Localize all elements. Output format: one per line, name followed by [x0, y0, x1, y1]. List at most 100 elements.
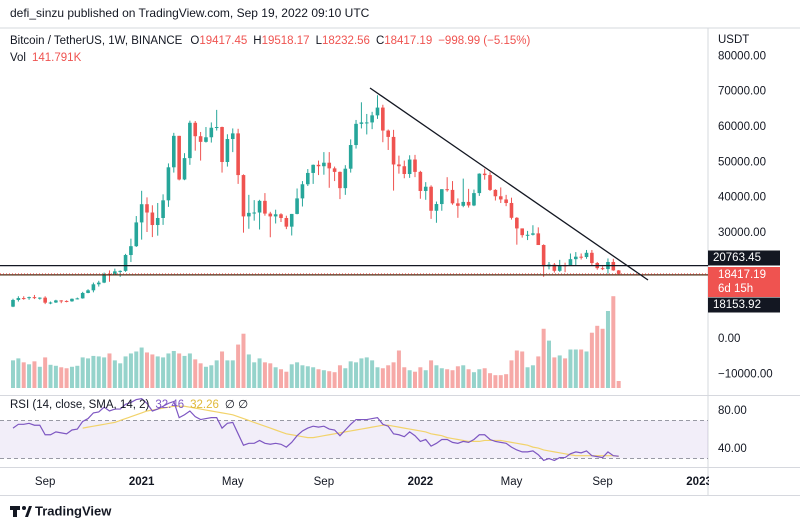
- rsi-name: RSI (14, close, SMA, 14, 2): [10, 399, 150, 411]
- candle-body: [139, 204, 144, 223]
- candle-body: [322, 162, 326, 167]
- candle-body: [327, 162, 332, 169]
- volume-bar: [246, 354, 251, 388]
- candle-body: [236, 133, 240, 176]
- volume-bar: [118, 363, 123, 388]
- candle-body: [332, 168, 337, 172]
- volume-bar: [391, 362, 396, 388]
- volume-bar: [514, 350, 519, 388]
- candle-body: [241, 175, 246, 217]
- volume-bar: [445, 369, 450, 388]
- candle-body: [38, 297, 42, 299]
- candle-body: [488, 175, 492, 190]
- candle-body: [16, 298, 21, 300]
- volume-bar: [611, 296, 616, 388]
- volume-bar: [413, 371, 417, 388]
- candle-body: [418, 171, 423, 191]
- volume-bar: [220, 351, 225, 388]
- volume-bar: [552, 357, 557, 388]
- volume-bar: [616, 381, 621, 388]
- candle-body: [279, 214, 283, 218]
- candle-body: [536, 233, 541, 246]
- rsi-band: [0, 420, 708, 459]
- candle-body: [263, 200, 267, 214]
- candle-body: [59, 300, 64, 302]
- candle-body: [557, 265, 562, 271]
- volume-bar: [407, 370, 412, 388]
- footer-brand: TradingView: [35, 503, 112, 518]
- volume-bar: [605, 311, 610, 388]
- volume-bar: [547, 340, 551, 388]
- candle-body: [515, 217, 519, 229]
- candle-body: [21, 298, 26, 300]
- candle-body: [182, 158, 187, 180]
- volume-bar: [91, 355, 96, 388]
- y-tick-label: 0.00: [718, 333, 740, 345]
- volume-bar: [466, 369, 471, 388]
- candle-body: [161, 200, 165, 218]
- volume-bar: [187, 353, 192, 388]
- volume-bar: [305, 366, 310, 388]
- volume-bar: [396, 350, 401, 388]
- rsi-value: 32.46: [155, 399, 184, 411]
- volume-bar: [27, 364, 32, 388]
- volume-bar: [214, 360, 219, 388]
- volume-bar: [241, 333, 246, 388]
- volume-bar: [488, 373, 493, 388]
- volume-bar: [236, 344, 241, 388]
- candle-body: [423, 186, 428, 191]
- volume-bar: [332, 372, 337, 388]
- volume-bar: [139, 347, 144, 388]
- volume-bar: [289, 364, 294, 388]
- y-tick-label: 50000.00: [718, 156, 766, 168]
- volume-bar: [498, 375, 503, 388]
- candle-body: [123, 255, 128, 271]
- x-tick-label: 2021: [129, 476, 155, 488]
- candle-body: [91, 284, 96, 291]
- volume-bar: [161, 357, 166, 388]
- volume-bar: [123, 356, 128, 388]
- candle-body: [214, 127, 219, 129]
- volume-bar: [327, 371, 332, 388]
- candle-body: [579, 256, 583, 258]
- volume-bar: [145, 352, 149, 388]
- candle-body: [445, 189, 449, 191]
- candle-body: [386, 130, 390, 137]
- volume-bar: [423, 370, 428, 388]
- candle-body: [80, 292, 85, 299]
- volume-bar: [482, 368, 487, 388]
- volume-bar: [589, 332, 594, 388]
- candle-body: [11, 299, 15, 307]
- volume-bar: [520, 351, 525, 388]
- candle-body: [381, 107, 385, 131]
- x-tick-label: May: [501, 476, 523, 488]
- volume-bar: [579, 349, 584, 388]
- candle-body: [295, 198, 299, 214]
- change: −998.99 (−5.15%): [438, 35, 530, 47]
- volume-bar: [155, 356, 160, 388]
- level-badge-bg: [708, 297, 780, 313]
- candle-body: [27, 297, 31, 299]
- candle-body: [509, 202, 514, 218]
- candle-body: [391, 136, 396, 165]
- x-tick-label: 2023: [686, 476, 712, 488]
- axis-corner: [709, 468, 800, 495]
- candle-body: [456, 203, 460, 206]
- volume-bar: [300, 365, 305, 388]
- candle-body: [70, 298, 74, 302]
- volume-bar: [171, 350, 176, 388]
- candle-body: [32, 297, 37, 299]
- volume-bar: [530, 365, 535, 388]
- last-price-badge-bg: [708, 267, 780, 297]
- volume-bar: [203, 366, 208, 388]
- candle-body: [590, 252, 594, 264]
- candle-body: [354, 123, 358, 146]
- x-tick-label: May: [222, 476, 244, 488]
- candle-body: [54, 300, 58, 303]
- volume-bar: [284, 371, 289, 388]
- candle-body: [413, 159, 417, 172]
- candle-body: [204, 137, 208, 142]
- candle-body: [397, 164, 401, 167]
- candle-body: [482, 173, 487, 176]
- candle-body: [450, 189, 455, 204]
